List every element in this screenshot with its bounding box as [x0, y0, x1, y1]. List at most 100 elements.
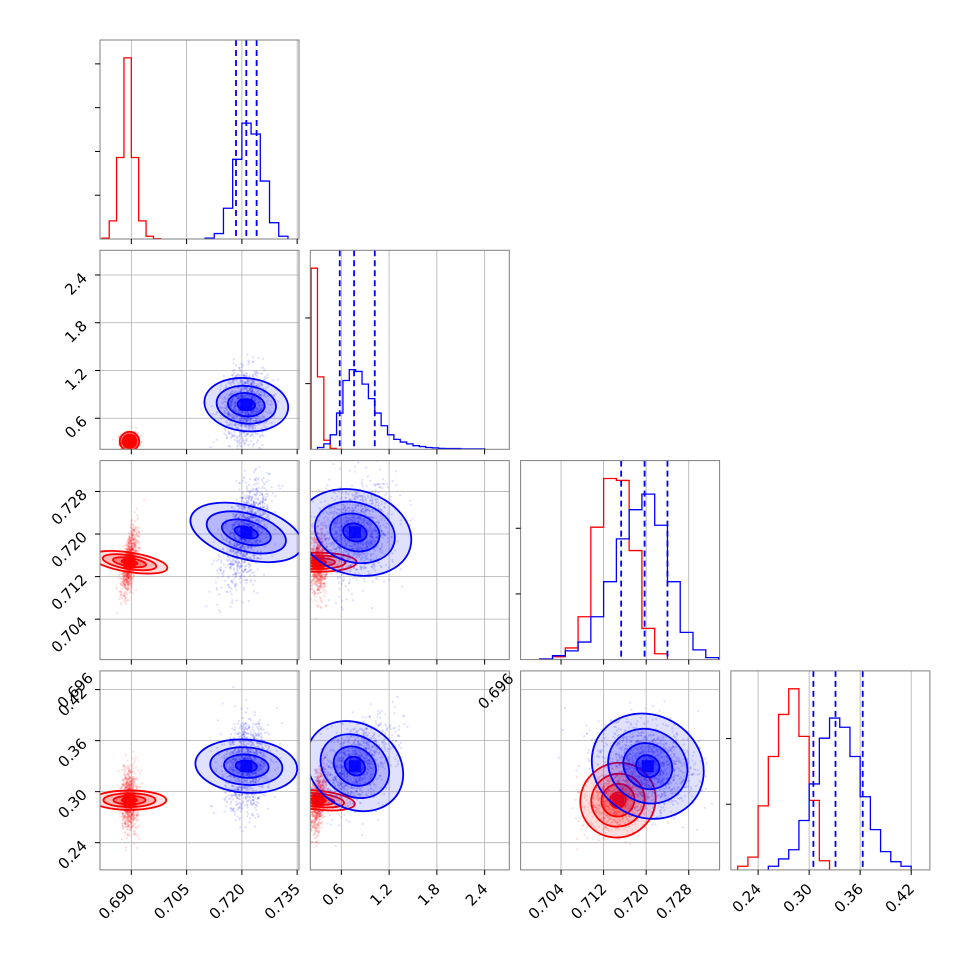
sample-point	[236, 398, 240, 401]
sample-point	[132, 548, 135, 551]
sample-point	[227, 412, 230, 415]
sample-point	[248, 374, 251, 377]
sample-point	[123, 574, 126, 578]
sample-point	[243, 394, 246, 397]
sample-point	[124, 596, 127, 599]
sample-point	[126, 588, 130, 591]
sample-point	[127, 575, 130, 579]
sample-point	[241, 437, 244, 440]
sample-point	[245, 413, 248, 416]
sample-point	[126, 592, 129, 595]
sample-point	[132, 452, 134, 454]
sample-point	[252, 375, 255, 378]
sample-point	[239, 431, 242, 434]
sample-point	[135, 541, 138, 544]
sample-point	[270, 486, 273, 489]
sample-point	[248, 418, 251, 421]
sample-point	[127, 576, 130, 579]
sample-point	[252, 380, 255, 383]
sample-point	[241, 394, 244, 397]
sample-point	[137, 542, 141, 546]
sample-point	[227, 410, 230, 413]
sample-point	[242, 373, 245, 376]
sample-point	[131, 529, 134, 532]
sample-point	[126, 450, 128, 452]
sample-point	[232, 417, 235, 420]
sample-point	[306, 565, 308, 567]
sample-point	[127, 580, 130, 583]
sample-point	[247, 396, 250, 399]
sample-point	[251, 373, 254, 377]
sample-point	[127, 583, 130, 586]
sample-point	[242, 386, 245, 389]
sample-point	[256, 592, 259, 595]
sample-point	[130, 577, 133, 580]
sample-point	[250, 433, 254, 436]
sample-point	[136, 514, 139, 517]
sample-point	[137, 550, 140, 553]
sample-point	[136, 546, 140, 549]
sample-point	[225, 386, 228, 389]
sample-point	[119, 582, 122, 585]
sample-point	[231, 413, 234, 416]
density-peak	[240, 398, 253, 411]
sample-point	[230, 404, 233, 407]
sample-point	[134, 547, 137, 550]
sample-point	[215, 588, 219, 591]
sample-point	[239, 581, 242, 584]
sample-point	[127, 541, 130, 544]
sample-point	[128, 549, 131, 552]
sample-point	[227, 411, 230, 414]
sample-point	[125, 577, 128, 580]
sample-point	[210, 404, 213, 408]
y-tick-label: 0.6	[61, 412, 91, 442]
sample-point	[127, 573, 131, 576]
sample-point	[251, 427, 254, 430]
sample-point	[136, 526, 139, 529]
sample-point	[234, 409, 237, 412]
sample-point	[246, 412, 249, 415]
sample-point	[261, 504, 264, 507]
sample-point	[242, 364, 245, 367]
sample-point	[232, 369, 235, 372]
sample-point	[238, 390, 241, 393]
sample-point	[212, 413, 215, 416]
sample-point	[246, 444, 250, 447]
sample-point	[125, 582, 128, 585]
sample-point	[222, 398, 225, 401]
sample-point	[119, 593, 122, 596]
sample-point	[231, 397, 235, 401]
sample-point	[226, 421, 229, 424]
sample-point	[128, 580, 131, 583]
sample-point	[128, 536, 132, 539]
contour-red	[124, 436, 135, 447]
sample-point	[127, 580, 130, 583]
sample-point	[246, 419, 249, 422]
sample-point	[129, 541, 132, 545]
sample-point	[249, 424, 253, 427]
sample-point	[127, 547, 130, 550]
sample-point	[251, 445, 254, 448]
sample-point	[255, 371, 258, 374]
sample-point	[127, 537, 130, 540]
sample-point	[238, 366, 241, 370]
sample-point	[126, 579, 129, 582]
sample-point	[122, 592, 125, 596]
sample-point	[247, 394, 250, 398]
sample-point	[124, 573, 127, 576]
sample-point	[130, 531, 133, 534]
sample-point	[226, 591, 229, 594]
sample-point	[258, 403, 261, 406]
sample-point	[259, 408, 262, 412]
sample-point	[249, 418, 252, 421]
sample-point	[129, 548, 132, 551]
sample-point	[125, 541, 128, 545]
sample-point	[127, 585, 130, 588]
sample-point	[264, 388, 268, 391]
sample-point	[234, 375, 237, 378]
sample-point	[260, 479, 264, 482]
sample-point	[121, 574, 124, 577]
sample-point	[255, 420, 258, 423]
sample-point	[229, 391, 233, 394]
sample-point	[251, 583, 254, 586]
